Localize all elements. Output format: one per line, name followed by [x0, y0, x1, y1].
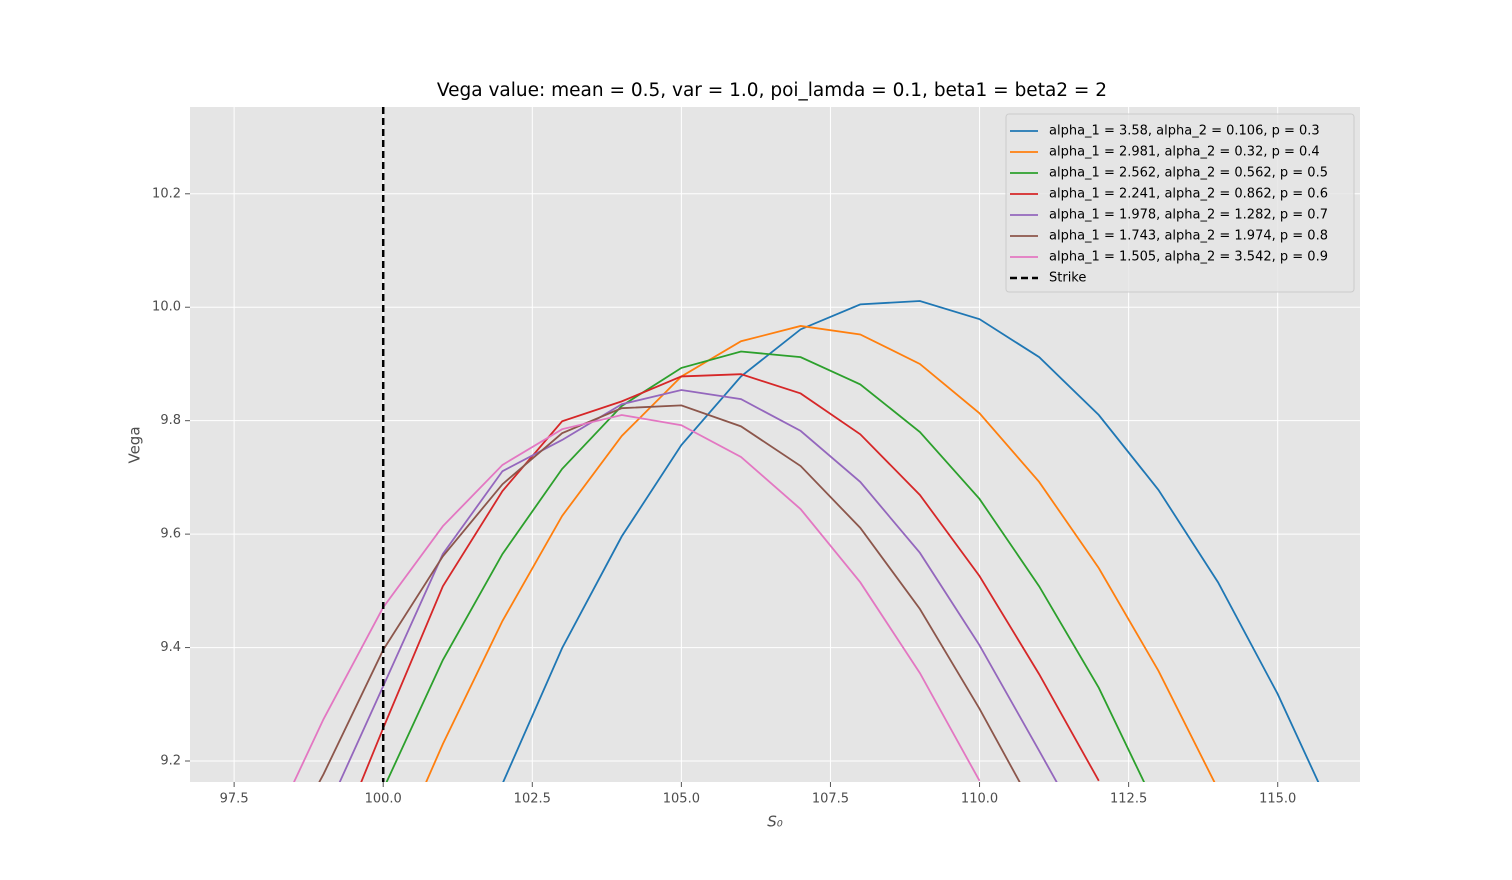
legend-label: alpha_1 = 1.978, alpha_2 = 1.282, p = 0.… [1049, 208, 1328, 223]
y-tick-label: 9.8 [160, 413, 181, 428]
y-tick-label: 10.2 [152, 186, 181, 201]
series-line [360, 373, 1100, 782]
y-tick-label: 9.4 [160, 640, 181, 655]
y-tick-label: 9.6 [160, 527, 181, 542]
y-tick-label: 10.0 [152, 300, 181, 315]
x-axis-label: S₀ [767, 813, 783, 831]
lines [293, 107, 1320, 782]
ticks: 97.5 100.0 102.5 105.0 107.5 110.0 112.5 115.0 9… [152, 186, 1296, 806]
x-tick-label: 97.5 [220, 792, 249, 807]
x-tick-label: 105.0 [663, 792, 700, 807]
series-line [338, 389, 1058, 782]
series-line [318, 404, 1021, 782]
legend-label: alpha_1 = 1.505, alpha_2 = 3.542, p = 0.… [1049, 250, 1328, 265]
y-axis-label: Vega [126, 426, 144, 463]
legend-label: alpha_1 = 3.58, alpha_2 = 0.106, p = 0.3 [1049, 124, 1320, 139]
x-tick-label: 110.0 [961, 792, 998, 807]
legend-label: alpha_1 = 2.241, alpha_2 = 0.862, p = 0.… [1049, 187, 1328, 202]
legend-label: alpha_1 = 2.562, alpha_2 = 0.562, p = 0.… [1049, 166, 1328, 181]
legend-label: alpha_1 = 1.743, alpha_2 = 1.974, p = 0.… [1049, 229, 1328, 244]
legend: alpha_1 = 3.58, alpha_2 = 0.106, p = 0.3… [1005, 113, 1355, 293]
x-tick-label: 100.0 [365, 792, 402, 807]
x-tick-label: 115.0 [1259, 792, 1296, 807]
legend-label: alpha_1 = 2.981, alpha_2 = 0.32, p = 0.4 [1049, 145, 1320, 160]
x-tick-label: 112.5 [1110, 792, 1147, 807]
y-tick-label: 9.2 [160, 754, 181, 769]
legend-box [1005, 113, 1355, 293]
series-line [385, 350, 1146, 782]
series-line [425, 325, 1216, 782]
x-tick-label: 107.5 [812, 792, 849, 807]
legend-label: Strike [1049, 271, 1086, 286]
series-line [502, 300, 1320, 782]
chart-title: Vega value: mean = 0.5, var = 1.0, poi_l… [437, 80, 1107, 101]
x-tick-label: 102.5 [514, 792, 551, 807]
